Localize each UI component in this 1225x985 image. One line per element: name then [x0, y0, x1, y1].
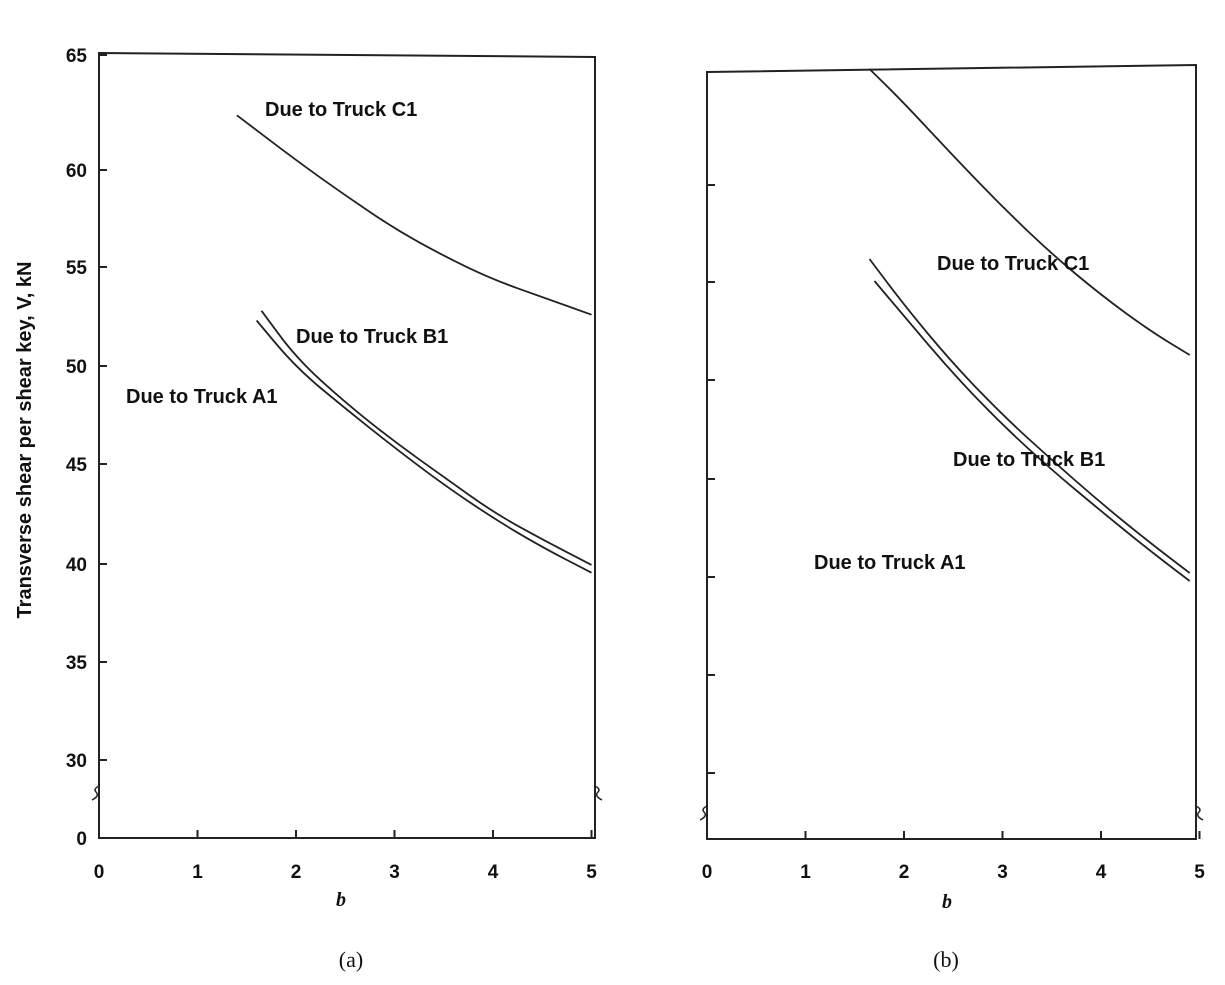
label-truck-c1-a: Due to Truck C1	[265, 99, 417, 121]
series-line-a-due-to-truck-c1	[236, 114, 592, 316]
y-tick-label-a-35: 35	[66, 653, 88, 674]
y-tick-label-a-60: 60	[66, 161, 87, 182]
caption-b: (b)	[933, 947, 959, 972]
series-line-b-due-to-truck-c1	[868, 68, 1191, 356]
y-tick-label-a-45: 45	[66, 455, 88, 476]
x-tick-label-b-1: 1	[800, 862, 811, 883]
series-line-a-due-to-truck-b1	[260, 310, 592, 566]
label-truck-a1-b: Due to Truck A1	[814, 552, 966, 574]
x-tick-label-b-4: 4	[1096, 862, 1107, 883]
series-line-b-due-to-truck-a1	[873, 280, 1191, 582]
y-axis-label-a: Transverse shear per shear key, V, kN	[14, 262, 36, 619]
chart-panel-b: 0 1 2 3 4 5 Due to Truck C1 Due to Truck B1 D…	[699, 63, 1205, 972]
x-tick-label-a-2: 2	[291, 862, 302, 883]
plot-frame-b	[706, 63, 1197, 840]
x-tick-label-a-1: 1	[192, 862, 203, 883]
x-tick-label-b-5: 5	[1194, 862, 1205, 883]
label-truck-a1-a: Due to Truck A1	[126, 386, 278, 408]
x-tick-label-a-0: 0	[94, 862, 105, 883]
x-tick-label-a-5: 5	[586, 862, 597, 883]
y-tick-label-a-0: 0	[76, 829, 87, 850]
y-tick-label-a-30: 30	[66, 751, 87, 772]
axis-break-left-b	[699, 805, 708, 821]
axis-break-right-a	[594, 785, 603, 801]
x-tick-label-b-0: 0	[702, 862, 713, 883]
plot-frame-a	[98, 51, 596, 839]
label-truck-c1-b: Due to Truck C1	[937, 253, 1089, 275]
x-tick-label-b-2: 2	[899, 862, 910, 883]
series-line-b-due-to-truck-b1	[868, 258, 1191, 574]
label-truck-b1-a: Due to Truck B1	[296, 326, 448, 348]
y-tick-label-a-65: 65	[66, 46, 88, 67]
y-tick-label-a-55: 55	[66, 258, 88, 279]
x-tick-label-a-3: 3	[389, 862, 400, 883]
y-tick-label-a-50: 50	[66, 357, 87, 378]
x-tick-label-b-3: 3	[997, 862, 1008, 883]
x-axis-label-b: b	[942, 891, 952, 913]
series-line-a-due-to-truck-a1	[255, 319, 592, 574]
axis-break-right-b	[1195, 805, 1204, 821]
x-axis-label-a: b	[336, 889, 346, 911]
y-tick-label-a-40: 40	[66, 555, 87, 576]
caption-a: (a)	[339, 947, 363, 972]
axis-break-left-a	[91, 785, 100, 801]
x-tick-label-a-4: 4	[488, 862, 499, 883]
label-truck-b1-b: Due to Truck B1	[953, 449, 1105, 471]
